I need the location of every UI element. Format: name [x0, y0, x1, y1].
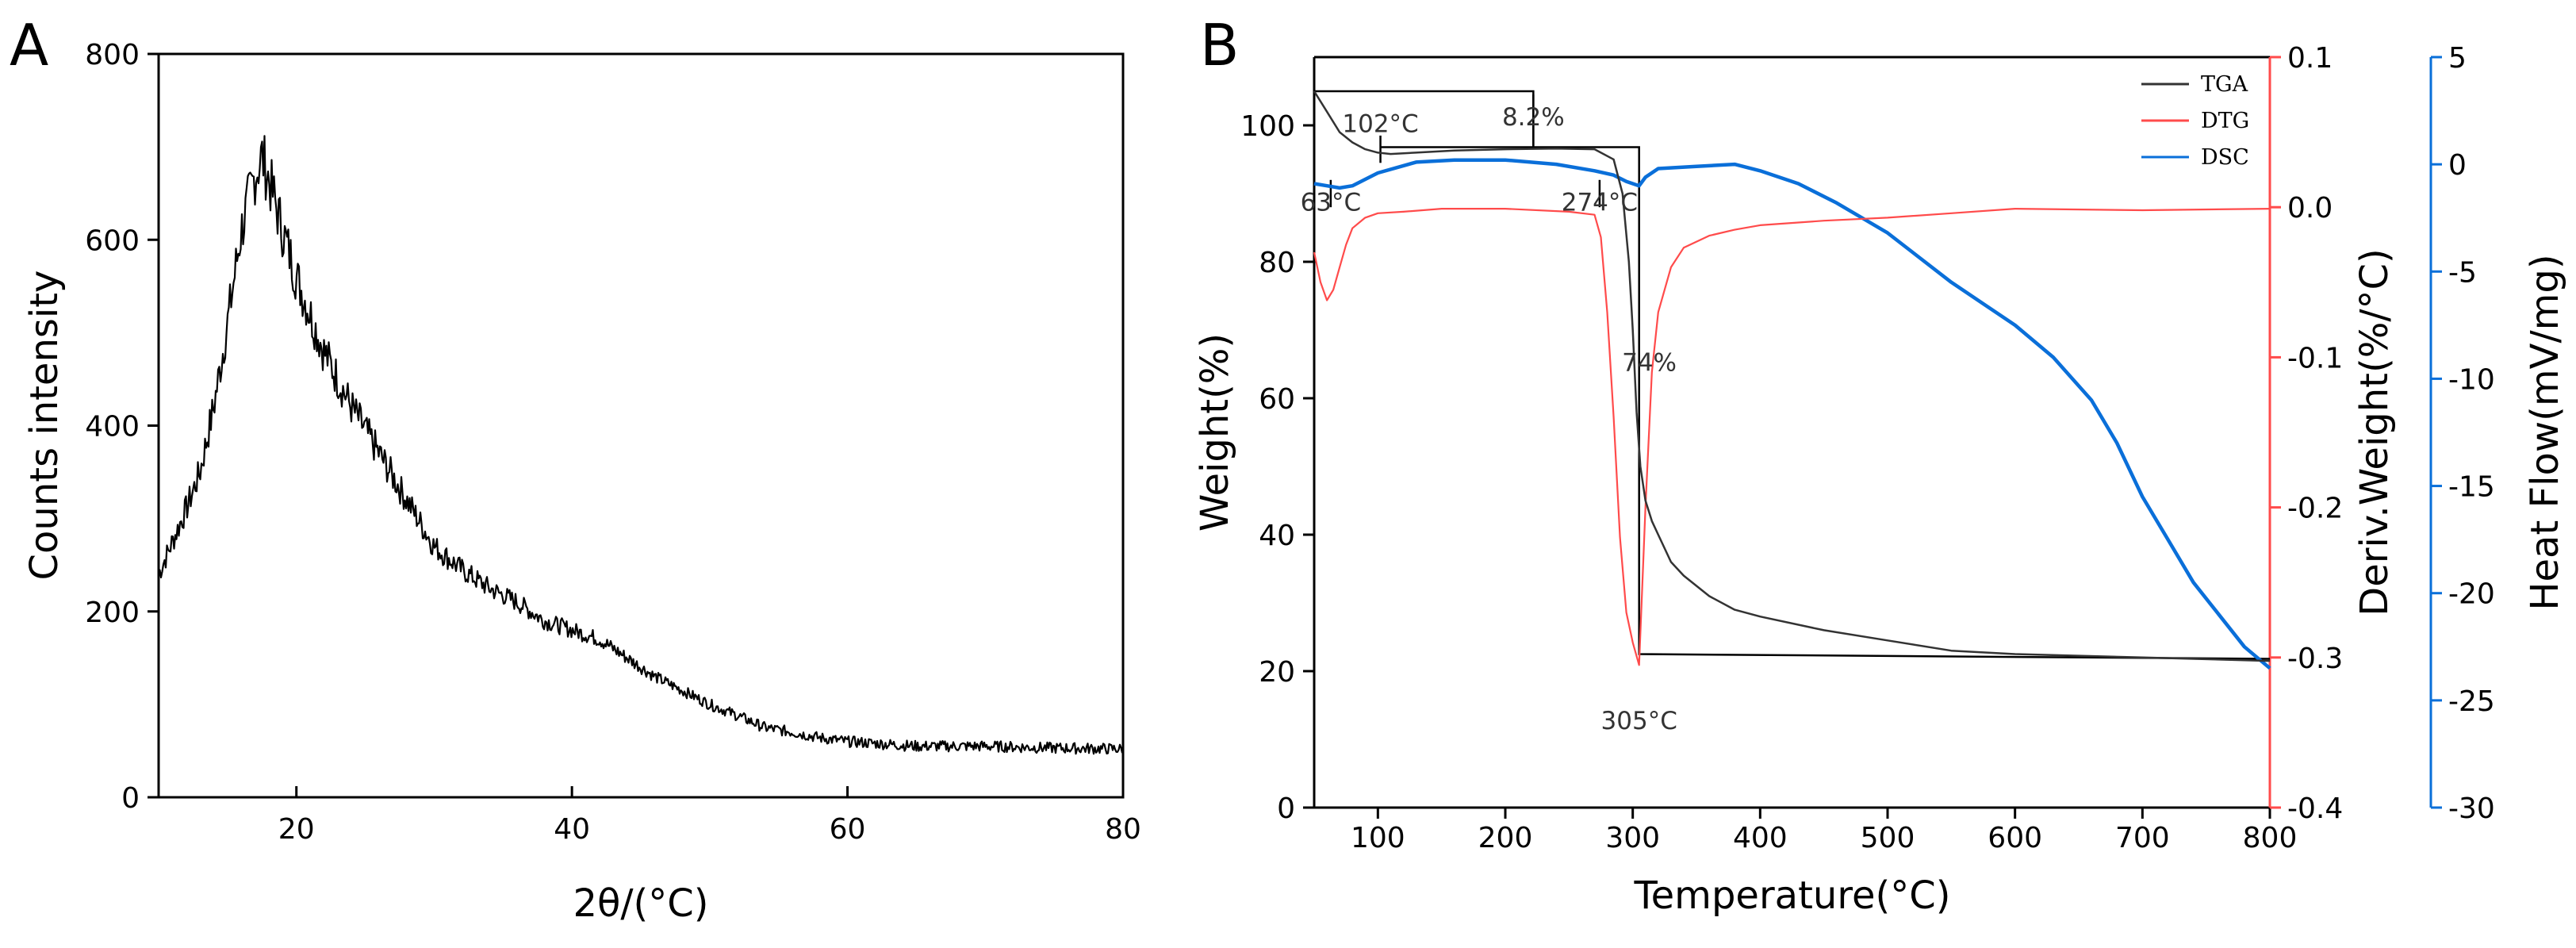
xrd-plot-frame	[157, 52, 1125, 799]
thermal-x-axis-label: Temperature(°C)	[1633, 873, 1950, 918]
thermal-y3-tick-label: -15	[2448, 471, 2495, 504]
xrd-y-tick-label: 400	[85, 411, 140, 443]
thermal-y3-tick-label: -20	[2448, 578, 2495, 611]
thermal-y-tick-label: 60	[1259, 383, 1295, 416]
annotation-label: 63°C	[1301, 189, 1362, 217]
panel-label-b: B	[1200, 12, 1239, 79]
xrd-x-tick-label: 20	[278, 813, 315, 846]
thermal-y3-axis-label: Heat Flow(mV/mg)	[2523, 254, 2567, 610]
thermal-y2-axis-label: Deriv.Weight(%/°C)	[2352, 248, 2397, 616]
thermal-y2-tick-label: 0.1	[2287, 42, 2333, 75]
dsc-series-line	[1313, 158, 2271, 670]
thermal-x-tick-label: 400	[1733, 822, 1788, 854]
xrd-y-tick-label: 800	[85, 39, 140, 71]
thermal-y3-tick-label: -25	[2448, 685, 2495, 718]
annotation-label: 274°C	[1562, 189, 1638, 217]
annotation-label: 74%	[1622, 349, 1677, 378]
thermal-x-tick-label: 500	[1861, 822, 1915, 854]
thermal-y2-tick-label: -0.2	[2287, 493, 2343, 525]
legend-dsc-label: DSC	[2201, 145, 2249, 170]
thermal-x-tick-label: 700	[2115, 822, 2170, 854]
annotation-label: 8.2%	[1502, 103, 1565, 132]
thermal-chart: 100 200 300 400 500 600 700 800 0 20 40 60 80 100 -0.4…	[1193, 42, 2567, 918]
thermal-legend: TGA DTG DSC	[2141, 72, 2249, 170]
thermal-y3-tick-label: -30	[2448, 793, 2495, 825]
thermal-y2-tick-label: -0.3	[2287, 643, 2343, 675]
thermal-y3-tick-label: -10	[2448, 363, 2495, 396]
xrd-x-axis-label: 2θ/(°C)	[573, 881, 708, 926]
thermal-y-tick-label: 0	[1277, 793, 1295, 825]
panel-label-a: A	[10, 12, 48, 79]
thermal-y2-tick-label: 0.0	[2287, 192, 2333, 225]
thermal-y-axis-label: Weight(%)	[1193, 333, 1237, 532]
thermal-x-tick-label: 200	[1478, 822, 1533, 854]
dtg-series-line	[1313, 208, 2271, 666]
xrd-x-tick-label: 40	[554, 813, 590, 846]
thermal-y-tick-label: 100	[1240, 110, 1295, 143]
thermal-y-tick-label: 80	[1259, 247, 1295, 279]
thermal-y3-tick-label: 5	[2448, 42, 2467, 75]
decomposition-bracket	[1380, 146, 2271, 660]
thermal-x-tick-label: 300	[1605, 822, 1660, 854]
xrd-x-tick-label: 80	[1105, 813, 1141, 846]
thermal-x-tick-label: 600	[1988, 822, 2042, 854]
thermal-y-tick-label: 40	[1259, 520, 1295, 552]
thermal-y2-tick-label: -0.4	[2287, 793, 2343, 825]
xrd-series-line	[157, 135, 1124, 755]
xrd-y-axis-label: Counts intensity	[22, 271, 67, 581]
annotation-label: 102°C	[1342, 110, 1418, 139]
annotation-label: 305°C	[1601, 707, 1677, 735]
xrd-y-tick-label: 200	[85, 597, 140, 629]
xrd-x-tick-label: 60	[830, 813, 866, 846]
legend-dtg-label: DTG	[2201, 109, 2249, 133]
thermal-y2-tick-label: -0.1	[2287, 342, 2343, 374]
thermal-x-tick-label: 100	[1351, 822, 1405, 854]
thermal-x-tick-label: 800	[2243, 822, 2298, 854]
tga-series-line	[1313, 90, 2271, 662]
thermal-y3-tick-label: -5	[2448, 256, 2477, 289]
thermal-y-tick-label: 20	[1259, 656, 1295, 689]
thermal-y3-tick-label: 0	[2448, 149, 2467, 182]
xrd-y-tick-label: 0	[121, 782, 140, 815]
legend-tga-label: TGA	[2201, 72, 2248, 97]
xrd-y-tick-label: 600	[85, 225, 140, 257]
